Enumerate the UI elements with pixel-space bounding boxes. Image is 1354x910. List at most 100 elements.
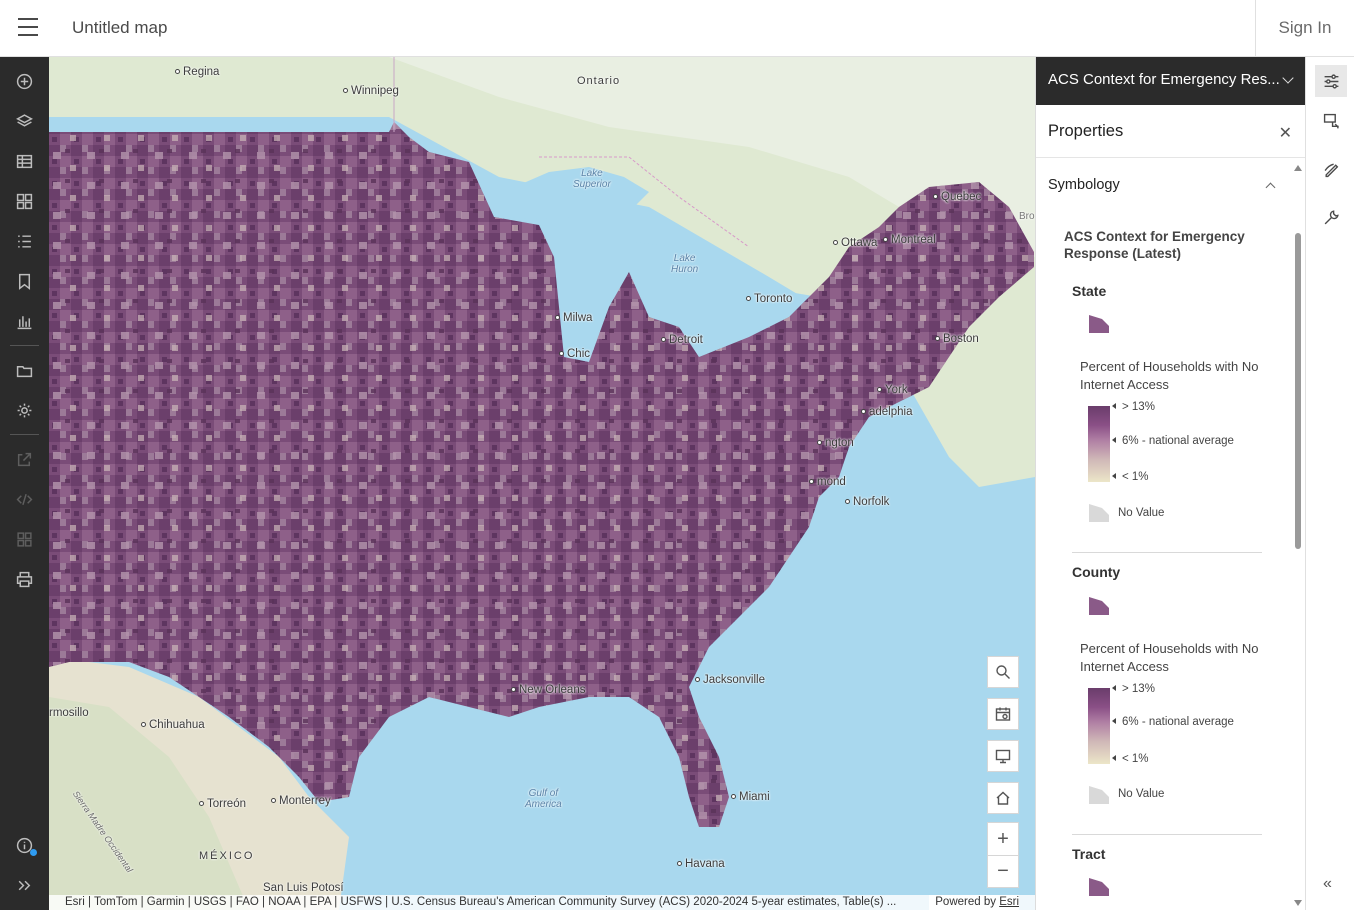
menu-icon[interactable] bbox=[18, 18, 38, 36]
print-icon[interactable] bbox=[0, 561, 49, 597]
divider bbox=[1072, 552, 1262, 553]
home-button[interactable] bbox=[987, 782, 1019, 814]
zoom-out-button[interactable]: − bbox=[988, 855, 1018, 887]
basemap-icon[interactable] bbox=[0, 183, 49, 219]
layer-name: ACS Context for Emergency Res... bbox=[1048, 71, 1280, 88]
legend-group-tract: Tract bbox=[1072, 846, 1106, 862]
expand-icon[interactable] bbox=[0, 867, 49, 903]
divider bbox=[1072, 834, 1262, 835]
properties-tool-button[interactable] bbox=[1315, 65, 1347, 97]
ramp-mid-label: 6% - national average bbox=[1112, 435, 1234, 447]
esri-link[interactable]: Esri bbox=[999, 896, 1019, 908]
search-button[interactable] bbox=[987, 656, 1019, 688]
legend-group-county: County bbox=[1072, 564, 1121, 580]
field-label: Percent of Households with No Internet A… bbox=[1080, 641, 1259, 674]
field-label: Percent of Households with No Internet A… bbox=[1080, 359, 1259, 392]
configure-tool-button[interactable] bbox=[1315, 201, 1347, 233]
water-label: Lake Superior bbox=[573, 168, 611, 190]
ramp-high-label: > 13% bbox=[1112, 401, 1155, 413]
notification-dot bbox=[30, 849, 37, 856]
monitor-icon bbox=[995, 749, 1011, 764]
close-icon[interactable]: ✕ bbox=[1278, 125, 1292, 142]
settings-icon[interactable] bbox=[0, 392, 49, 428]
place-label: Norfolk bbox=[845, 496, 889, 508]
layers-icon[interactable] bbox=[0, 103, 49, 139]
chevron-down-icon bbox=[1282, 72, 1294, 84]
place-label: Torreón bbox=[199, 798, 246, 810]
place-label: Chic bbox=[559, 348, 590, 360]
water-label: Lake Huron bbox=[671, 253, 699, 275]
calendar-icon bbox=[995, 707, 1011, 721]
time-slider-button[interactable] bbox=[987, 698, 1019, 730]
no-value-swatch bbox=[1089, 786, 1109, 804]
no-value-label: No Value bbox=[1118, 788, 1165, 800]
place-label: Regina bbox=[175, 66, 219, 78]
bookmark-icon[interactable] bbox=[0, 263, 49, 299]
place-label: rmosillo bbox=[49, 707, 89, 719]
place-label: Toronto bbox=[746, 293, 792, 305]
zoom-control: + − bbox=[987, 822, 1019, 888]
place-label: Detroit bbox=[661, 334, 703, 346]
sketch-tool-button[interactable] bbox=[1315, 153, 1347, 185]
home-icon bbox=[996, 791, 1010, 805]
water-label: Gulf of America bbox=[525, 788, 562, 810]
table-icon[interactable] bbox=[0, 143, 49, 179]
wrench-icon bbox=[1324, 209, 1339, 224]
attribution-text: Esri | TomTom | Garmin | USGS | FAO | NO… bbox=[65, 896, 897, 908]
right-toolbar: « bbox=[1305, 57, 1354, 910]
info-icon[interactable] bbox=[0, 827, 49, 863]
folder-icon[interactable] bbox=[0, 352, 49, 388]
map-view[interactable]: Regina Winnipeg Ontario Lake Superior La… bbox=[49, 57, 1035, 910]
place-label: Bro bbox=[1019, 211, 1035, 222]
styles-icon bbox=[1323, 113, 1339, 128]
place-label: Quebec bbox=[933, 191, 981, 203]
place-label: Chihuahua bbox=[141, 719, 205, 731]
place-label: Jacksonville bbox=[695, 674, 765, 686]
panel-scrollbar[interactable] bbox=[1293, 165, 1303, 910]
present-button[interactable] bbox=[987, 740, 1019, 772]
legend-layer-title: ACS Context for Emergency Response (Late… bbox=[1064, 229, 1245, 261]
layer-selector[interactable]: ACS Context for Emergency Res... bbox=[1036, 57, 1305, 105]
chevron-up-icon[interactable] bbox=[1265, 182, 1276, 193]
place-label: Ontario bbox=[577, 75, 621, 87]
left-toolbar bbox=[0, 57, 49, 910]
place-label: New Orleans bbox=[511, 684, 585, 696]
ramp-mid-label: 6% - national average bbox=[1112, 716, 1234, 728]
place-label: Montreal bbox=[883, 234, 936, 246]
place-label: Winnipeg bbox=[343, 85, 399, 97]
map-title[interactable]: Untitled map bbox=[72, 18, 168, 37]
app-header: Untitled map Sign In bbox=[0, 0, 1354, 57]
place-label: Ottawa bbox=[833, 237, 877, 249]
color-ramp bbox=[1088, 406, 1110, 482]
no-value-swatch bbox=[1089, 504, 1109, 522]
place-label: York bbox=[877, 384, 908, 396]
collapse-panel-icon[interactable]: « bbox=[1323, 875, 1332, 892]
properties-header: Properties ✕ bbox=[1036, 105, 1305, 158]
polygon-swatch bbox=[1089, 878, 1109, 896]
chart-icon[interactable] bbox=[0, 303, 49, 339]
properties-title: Properties bbox=[1048, 122, 1124, 140]
place-label: adelphia bbox=[861, 406, 912, 418]
place-label: Miami bbox=[731, 791, 770, 803]
place-label: ngton bbox=[817, 437, 854, 449]
sign-in-button[interactable]: Sign In bbox=[1255, 0, 1354, 56]
place-label: Milwa bbox=[555, 312, 592, 324]
share-icon[interactable] bbox=[0, 441, 49, 477]
styles-tool-button[interactable] bbox=[1315, 105, 1347, 137]
powered-by: Powered by Esri bbox=[929, 895, 1019, 910]
apps-icon[interactable] bbox=[0, 521, 49, 557]
zoom-in-button[interactable]: + bbox=[997, 827, 1009, 850]
polygon-swatch bbox=[1089, 315, 1109, 333]
no-value-label: No Value bbox=[1118, 507, 1165, 519]
add-icon[interactable] bbox=[0, 63, 49, 99]
legend-icon[interactable] bbox=[0, 223, 49, 259]
legend-group-state: State bbox=[1072, 283, 1107, 299]
place-label: Monterrey bbox=[271, 795, 331, 807]
ramp-low-label: < 1% bbox=[1112, 753, 1149, 765]
place-label: Havana bbox=[677, 858, 725, 870]
embed-icon[interactable] bbox=[0, 481, 49, 517]
search-icon bbox=[996, 665, 1010, 679]
symbology-header[interactable]: Symbology bbox=[1048, 177, 1120, 193]
attribution-bar[interactable]: Esri | TomTom | Garmin | USGS | FAO | NO… bbox=[49, 895, 1035, 910]
country-label: MÉXICO bbox=[199, 850, 255, 862]
